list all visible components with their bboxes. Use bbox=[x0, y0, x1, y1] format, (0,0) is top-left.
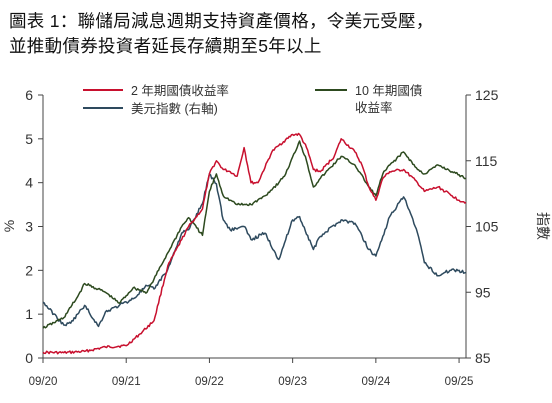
right-axis-label: 指數 bbox=[535, 212, 551, 240]
left-tick-label: 4 bbox=[25, 175, 33, 191]
left-axis-label: % bbox=[1, 220, 17, 232]
legend-label-10y-line1: 10 年期國債 bbox=[355, 83, 422, 98]
series-lines bbox=[42, 132, 467, 355]
x-tick-label: 09/25 bbox=[445, 376, 474, 388]
x-tick-label: 09/23 bbox=[278, 376, 307, 388]
left-tick-label: 3 bbox=[25, 219, 33, 235]
left-tick-label: 0 bbox=[25, 350, 33, 366]
series-line-us-10y-yield bbox=[42, 140, 467, 329]
legend-label-10y: 10 年期國債收益率 bbox=[355, 83, 422, 115]
right-tick-label: 85 bbox=[475, 350, 491, 366]
legend-label-2y: 2 年期國債收益率 bbox=[131, 83, 229, 98]
right-tick-label: 95 bbox=[475, 284, 491, 300]
x-tick-label: 09/24 bbox=[361, 376, 390, 388]
x-tick-label: 09/20 bbox=[29, 376, 58, 388]
left-tick-label: 6 bbox=[25, 87, 33, 103]
x-tick-label: 09/22 bbox=[195, 376, 224, 388]
left-tick-label: 5 bbox=[25, 131, 33, 147]
legend-label-10y-line2: 收益率 bbox=[355, 100, 393, 115]
left-tick-label: 2 bbox=[25, 262, 33, 278]
chart-title-line-1: 圖表 1：聯儲局減息週期支持資產價格，令美元受壓， bbox=[9, 11, 434, 31]
axes: 0 1 2 3 4 5 6 85 95 105 115 125 09/20 09/21 09/22 09/23… bbox=[1, 87, 551, 388]
series-line-us-2y-yield bbox=[42, 132, 467, 355]
right-tick-label: 115 bbox=[475, 153, 498, 169]
left-tick-label: 1 bbox=[25, 306, 33, 322]
x-tick-label: 09/21 bbox=[112, 376, 141, 388]
right-tick-label: 105 bbox=[475, 219, 499, 235]
series-line-dollar-index bbox=[42, 173, 467, 328]
chart-title-line-2: 並推動債券投資者延長存續期至5年以上 bbox=[9, 36, 322, 56]
legend-label-dxy: 美元指數 (右軸) bbox=[131, 101, 218, 116]
right-tick-label: 125 bbox=[475, 87, 499, 103]
